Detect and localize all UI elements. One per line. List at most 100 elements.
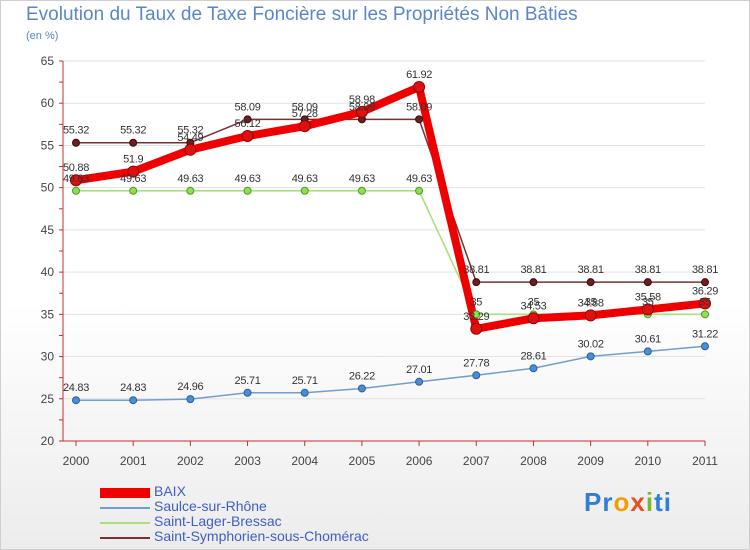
chart-legend: BAIX Saulce-sur-Rhône Saint-Lager-Bressac S… xyxy=(100,483,420,545)
proxiti-logo: Proxiti xyxy=(584,487,672,517)
legend-label: BAIX xyxy=(154,483,186,499)
series-point-1 xyxy=(129,396,138,405)
data-label: 55.32 xyxy=(120,125,146,137)
x-tick-label: 2005 xyxy=(349,454,376,468)
y-tick-label: 45 xyxy=(41,223,55,237)
series-point-0 xyxy=(127,165,140,178)
series-point-1 xyxy=(243,388,252,397)
chart-title: Evolution du Taux de Taxe Foncière sur l… xyxy=(26,4,578,25)
y-tick-label: 30 xyxy=(41,350,55,364)
legend-item: BAIX xyxy=(100,483,420,500)
data-label: 34.53 xyxy=(520,300,546,312)
data-label: 38.81 xyxy=(692,264,718,276)
data-label: 35 xyxy=(585,296,597,308)
series-point-1 xyxy=(72,396,80,405)
series-point-1 xyxy=(472,371,481,380)
data-label: 49.63 xyxy=(406,173,432,185)
series-point-2 xyxy=(72,186,80,195)
series-point-1 xyxy=(300,388,309,397)
data-label: 30.61 xyxy=(635,333,661,345)
series-point-0 xyxy=(527,312,540,325)
x-tick-label: 2009 xyxy=(577,454,604,468)
data-label: 35 xyxy=(642,296,654,308)
y-tick-label: 55 xyxy=(41,138,55,152)
data-label: 35.58 xyxy=(635,291,661,303)
y-tick-label: 20 xyxy=(41,434,55,448)
series-point-3 xyxy=(129,138,138,147)
data-label: 55.32 xyxy=(177,125,203,137)
series-point-2 xyxy=(300,186,309,195)
x-tick-label: 2004 xyxy=(291,454,318,468)
legend-swatch xyxy=(100,537,150,539)
data-label: 24.96 xyxy=(177,381,203,393)
data-label: 28.61 xyxy=(520,350,546,362)
data-label: 58.98 xyxy=(349,94,375,106)
data-label: 36.29 xyxy=(692,285,718,297)
series-point-1 xyxy=(586,352,595,361)
data-label: 58.09 xyxy=(235,101,261,113)
data-label: 56.12 xyxy=(235,118,261,130)
series-point-3 xyxy=(472,278,481,287)
data-label: 35 xyxy=(528,296,540,308)
series-point-0 xyxy=(641,303,654,316)
series-point-1 xyxy=(186,395,195,404)
series-line-2 xyxy=(76,189,705,316)
data-label: 27.01 xyxy=(406,364,432,376)
series-point-3 xyxy=(72,138,80,147)
series-line-1 xyxy=(76,345,706,401)
data-label: 26.22 xyxy=(349,370,375,382)
data-label: 38.81 xyxy=(578,264,604,276)
series-point-2 xyxy=(357,186,366,195)
x-tick-label: 2003 xyxy=(234,454,261,468)
y-axis-unit: (en %) xyxy=(26,30,59,42)
legend-swatch xyxy=(100,507,150,509)
y-tick-label: 40 xyxy=(41,265,55,279)
series-point-3 xyxy=(643,278,652,287)
x-tick-label: 2001 xyxy=(120,454,147,468)
data-label: 50.88 xyxy=(63,162,89,174)
legend-label: Saint-Symphorien-sous-Chomérac xyxy=(154,528,369,544)
data-label: 38.81 xyxy=(635,264,661,276)
series-point-0 xyxy=(298,120,311,133)
series-line-0 xyxy=(75,83,706,333)
legend-swatch xyxy=(100,522,150,524)
series-point-1 xyxy=(357,384,366,393)
x-tick-label: 2010 xyxy=(634,454,661,468)
series-point-0 xyxy=(584,309,597,322)
data-label: 24.83 xyxy=(120,382,146,394)
data-label: 49.63 xyxy=(120,173,146,185)
data-label: 27.78 xyxy=(463,357,489,369)
data-label: 25.71 xyxy=(292,375,318,387)
series-point-1 xyxy=(529,364,538,373)
data-label: 51.9 xyxy=(123,154,143,166)
data-label: 35 xyxy=(470,296,482,308)
series-line-3 xyxy=(76,118,705,283)
data-label: 54.49 xyxy=(177,132,203,144)
x-tick-label: 2007 xyxy=(463,454,490,468)
y-tick-label: 25 xyxy=(41,392,55,406)
series-point-0 xyxy=(699,297,711,310)
legend-label: Saulce-sur-Rhône xyxy=(154,498,267,514)
data-label: 33.29 xyxy=(463,311,489,323)
series-point-2 xyxy=(243,186,252,195)
data-label: 31.22 xyxy=(692,328,718,340)
x-tick-label: 2008 xyxy=(520,454,547,468)
series-point-2 xyxy=(472,310,481,319)
y-tick-label: 50 xyxy=(41,181,55,195)
x-tick-label: 2006 xyxy=(406,454,433,468)
legend-item: Saint-Symphorien-sous-Chomérac xyxy=(100,528,420,545)
data-label: 58.09 xyxy=(292,101,318,113)
series-point-3 xyxy=(415,115,424,124)
data-label: 30.02 xyxy=(578,338,604,350)
data-label: 57.28 xyxy=(292,108,318,120)
data-label: 58.09 xyxy=(349,101,375,113)
data-label: 49.63 xyxy=(349,173,375,185)
data-label: 49.63 xyxy=(63,173,89,185)
series-point-0 xyxy=(184,143,197,156)
series-point-2 xyxy=(701,310,709,319)
legend-item: Saint-Lager-Bressac xyxy=(100,513,420,530)
data-label: 49.63 xyxy=(177,173,203,185)
series-point-3 xyxy=(701,278,709,287)
